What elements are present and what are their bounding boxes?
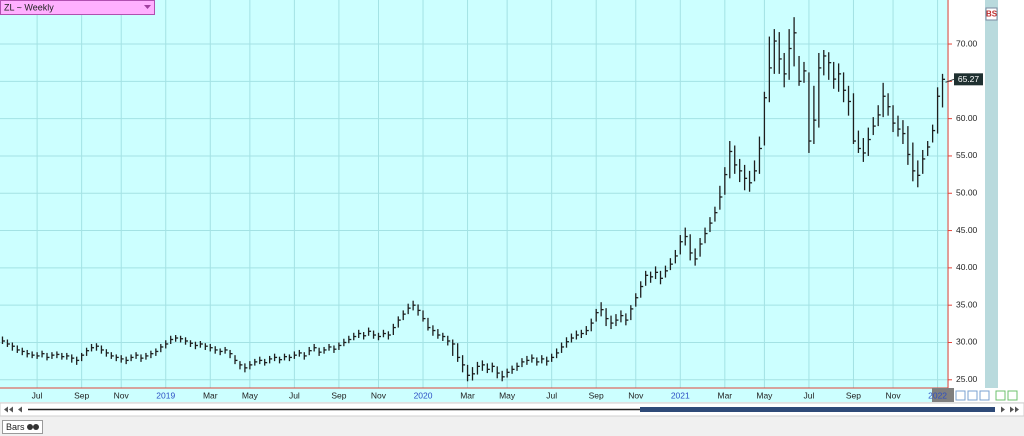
view-buttons (955, 390, 1018, 401)
price-bars (1, 17, 946, 382)
y-tick-label: 25.00 (956, 374, 978, 384)
x-tick-label: Sep (846, 390, 861, 400)
x-tick-label: May (756, 390, 773, 400)
grid (0, 0, 948, 388)
x-tick-label: Mar (460, 390, 475, 400)
y-tick-label: 40.00 (956, 262, 978, 272)
x-tick-label: Sep (74, 390, 89, 400)
y-tick-label: 30.00 (956, 337, 978, 347)
x-tick-label: Sep (589, 390, 604, 400)
badge-text: BS (986, 10, 998, 19)
symbol-selector[interactable] (0, 0, 155, 15)
x-tick-label: May (499, 390, 516, 400)
x-tick-label: Nov (885, 390, 901, 400)
tab-icon (33, 424, 39, 430)
x-tick-label: Nov (628, 390, 644, 400)
tab[interactable] (2, 420, 43, 434)
scroll-corner (932, 388, 954, 402)
scroll-left[interactable] (18, 406, 22, 413)
chart-title: ZL ~ Weekly (4, 2, 54, 12)
y-tick-label: 35.00 (956, 299, 978, 309)
view-button[interactable] (995, 390, 1006, 401)
view-button[interactable] (967, 390, 978, 401)
x-tick-label: Nov (371, 390, 387, 400)
x-tick-label: Jul (289, 390, 300, 400)
side-strip (985, 0, 998, 388)
x-tick-label: Nov (114, 390, 130, 400)
view-button[interactable] (1007, 390, 1018, 401)
x-tick-label: 2019 (156, 390, 175, 400)
view-button[interactable] (955, 390, 966, 401)
scroll-thumb[interactable] (640, 407, 995, 412)
tab-bar (0, 418, 1024, 436)
y-tick-label: 70.00 (956, 38, 978, 48)
x-tick-label: Jul (804, 390, 815, 400)
x-tick-label: Jul (32, 390, 43, 400)
last-price-tag (954, 73, 983, 86)
y-tick-label: 45.00 (956, 225, 978, 235)
x-tick-label: 2020 (414, 390, 433, 400)
badge[interactable] (985, 7, 998, 21)
dropdown-arrow (144, 5, 151, 9)
x-tick-label: Mar (203, 390, 218, 400)
price-axis-background (949, 0, 985, 388)
x-tick-label: Sep (331, 390, 346, 400)
tab-icon (27, 424, 33, 430)
x-tick-label: 2021 (671, 390, 690, 400)
scroll-right[interactable] (1001, 406, 1005, 413)
plot-background (0, 0, 948, 402)
x-tick-label: 2022 (928, 390, 947, 400)
right-margin (998, 0, 1024, 402)
scroll-start[interactable] (4, 406, 13, 413)
y-tick-label: 50.00 (956, 188, 978, 198)
x-tick-label: Mar (718, 390, 733, 400)
y-tick-label: 60.00 (956, 113, 978, 123)
x-tick-label: Jul (546, 390, 557, 400)
view-button[interactable] (979, 390, 990, 401)
last-price-label: 65.27 (958, 74, 980, 84)
x-tick-label: May (242, 390, 259, 400)
y-tick-label: 55.00 (956, 150, 978, 160)
last-price-leader (945, 78, 955, 83)
scroll-end[interactable] (1010, 406, 1019, 413)
tab-label: Bars (6, 422, 25, 432)
